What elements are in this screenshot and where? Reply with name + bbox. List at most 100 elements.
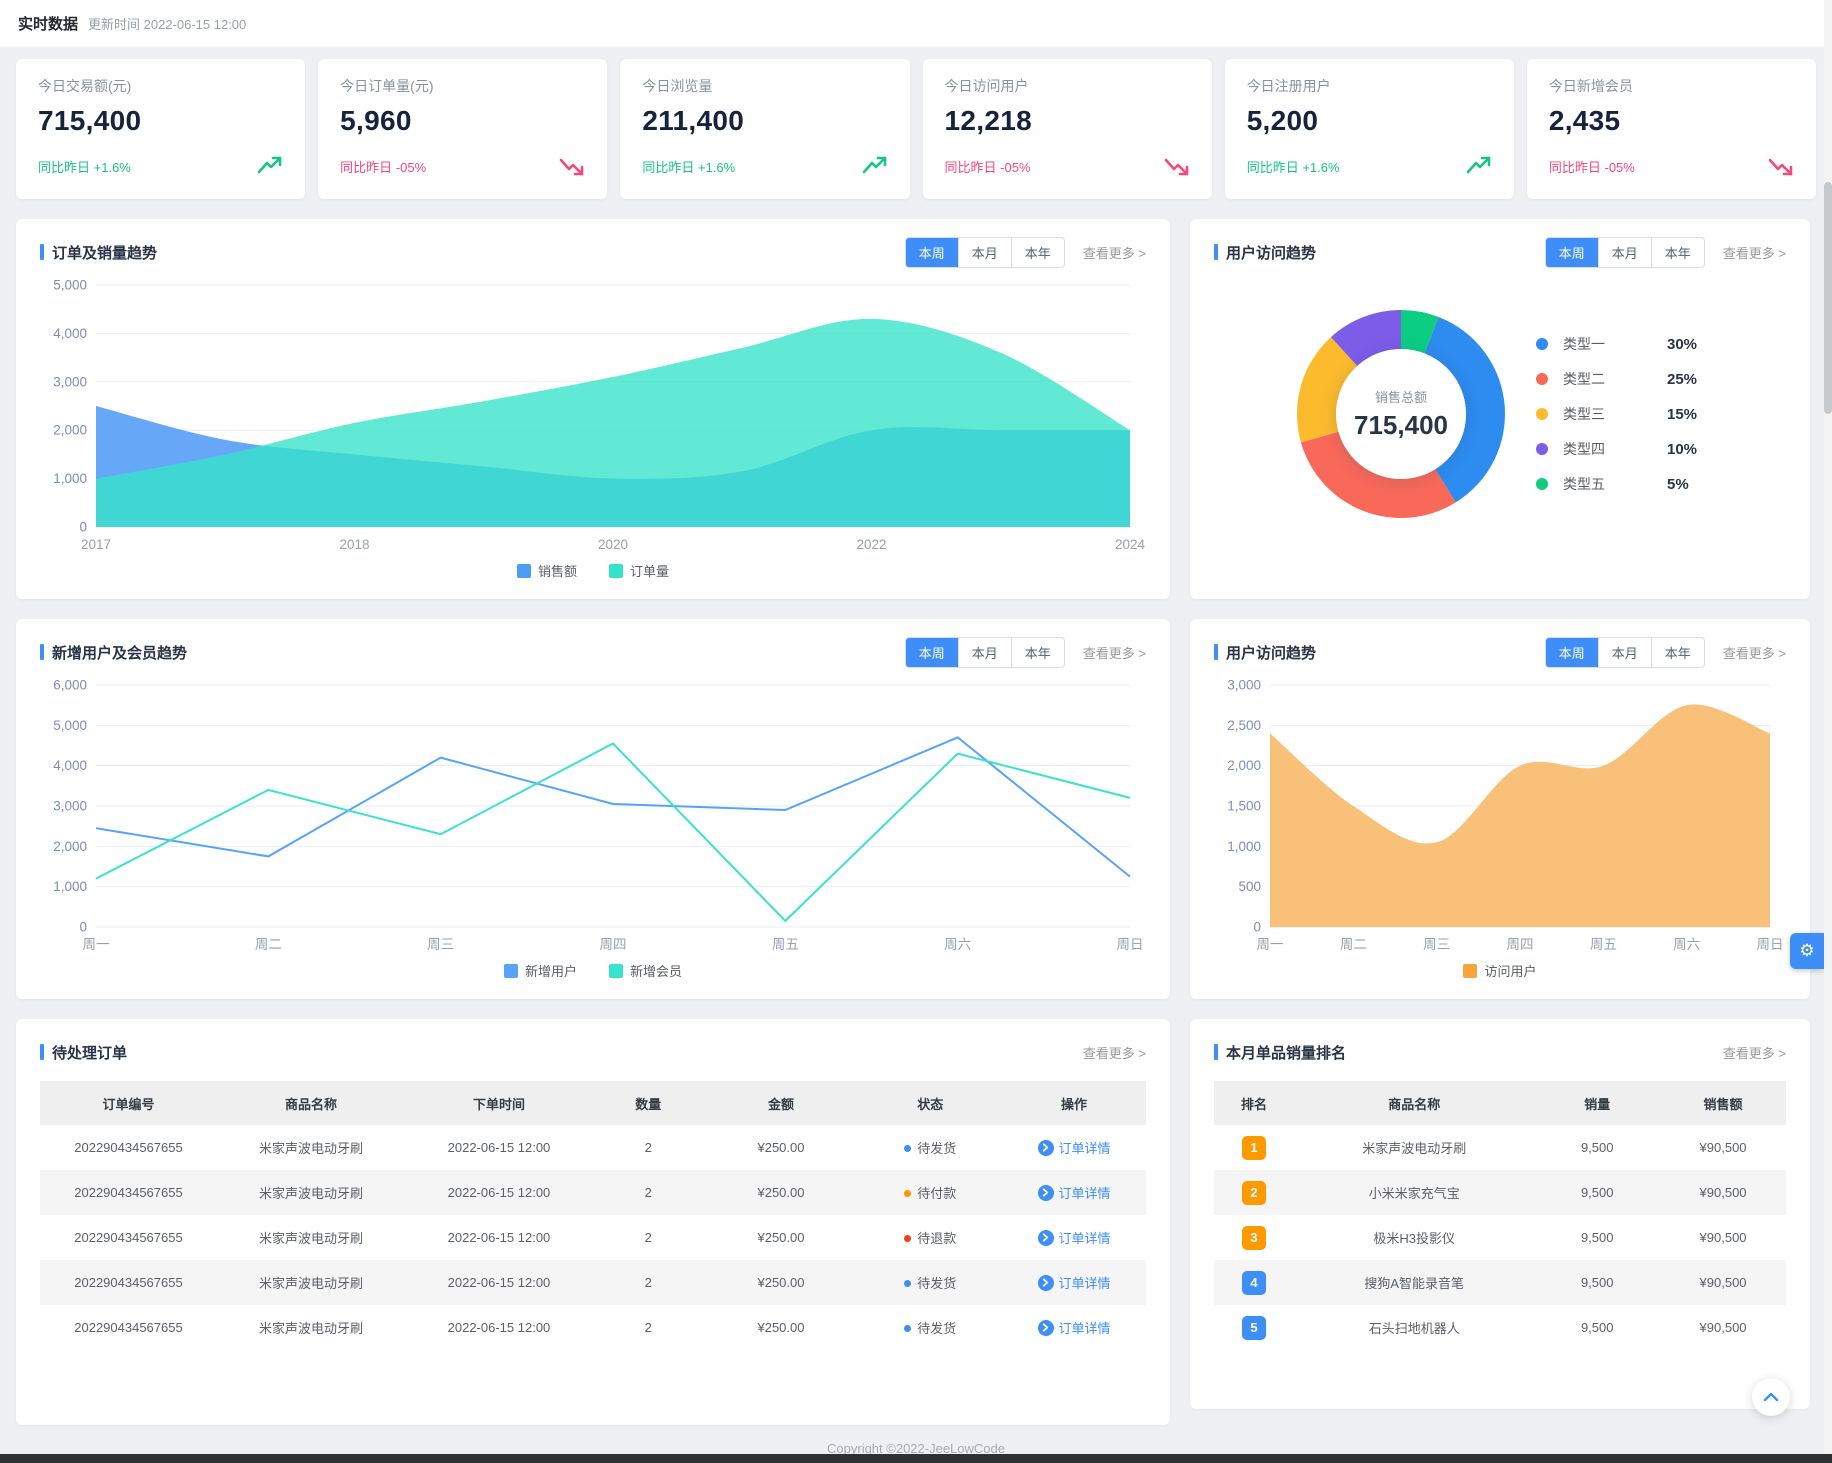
svg-text:周三: 周三	[427, 937, 454, 952]
title-accent-bar	[1214, 244, 1218, 260]
donut-center-disc	[1336, 349, 1466, 479]
svg-text:2,000: 2,000	[53, 423, 87, 438]
tab-month[interactable]: 本月	[957, 237, 1011, 267]
card-title: 订单及销量趋势	[52, 244, 158, 262]
tab-year[interactable]: 本年	[1010, 637, 1064, 667]
legend-swatch	[609, 963, 623, 978]
tab-week[interactable]: 本周	[905, 637, 958, 667]
svg-text:周二: 周二	[255, 937, 282, 952]
status-badge: 待发货	[858, 1138, 1002, 1157]
view-more-link[interactable]: 查看更多 >	[1082, 245, 1146, 261]
stat-value: 715,400	[38, 105, 142, 136]
donut-center-text: 销售总额 715,400	[1266, 387, 1536, 441]
ranking-table: 排名 商品名称 销量 销售额 1 米家声波电动牙刷 9,500 ¥90,500 …	[1214, 1081, 1786, 1350]
settings-gear-button[interactable]: ⚙	[1790, 933, 1824, 969]
pending-orders-table: 订单编号 商品名称 下单时间 数量 金额 状态 操作 2022904345676…	[40, 1081, 1146, 1350]
trend-up-icon	[1466, 156, 1491, 174]
svg-text:5,000: 5,000	[53, 718, 87, 733]
svg-text:6,000: 6,000	[53, 678, 87, 693]
view-more-link[interactable]: 查看更多 >	[1722, 1045, 1786, 1061]
legend-swatch	[609, 563, 623, 578]
table-row: 4 搜狗A智能录音笔 9,500 ¥90,500	[1214, 1260, 1786, 1305]
svg-text:周五: 周五	[772, 937, 799, 952]
back-to-top-button[interactable]	[1752, 1378, 1790, 1416]
stat-trend: 同比昨日 +1.6%	[642, 159, 736, 175]
table-row: 5 石头扫地机器人 9,500 ¥90,500	[1214, 1305, 1786, 1350]
svg-text:4,000: 4,000	[53, 326, 87, 341]
svg-text:2018: 2018	[339, 537, 369, 552]
order-detail-link[interactable]: 订单详情	[1037, 1273, 1111, 1292]
legend-item-type5[interactable]: 类型五 5%	[1536, 474, 1750, 494]
card-title: 待处理订单	[52, 1044, 128, 1062]
update-time: 更新时间 2022-06-15 12:00	[88, 17, 247, 32]
stat-trend: 同比昨日 -05%	[1548, 159, 1635, 175]
svg-text:4,000: 4,000	[53, 758, 87, 773]
view-more-link[interactable]: 查看更多 >	[1722, 245, 1786, 261]
donut-legend: 类型一 30% 类型二 25% 类型三 15% 类型四 10% 类型五 5%	[1536, 319, 1750, 509]
rank-badge: 3	[1242, 1225, 1267, 1250]
status-badge: 待发货	[858, 1273, 1002, 1292]
view-more-link[interactable]: 查看更多 >	[1082, 1045, 1146, 1061]
tab-year[interactable]: 本年	[1650, 237, 1704, 267]
gear-icon: ⚙	[1799, 941, 1815, 960]
legend-item-sales[interactable]: 销售额	[516, 561, 577, 580]
table-header-row: 排名 商品名称 销量 销售额	[1214, 1081, 1786, 1125]
stat-value: 5,960	[340, 105, 412, 136]
tab-month[interactable]: 本月	[957, 637, 1011, 667]
trend-up-icon	[257, 156, 282, 174]
table-row: 2 小米米家充气宝 9,500 ¥90,500	[1214, 1170, 1786, 1215]
charts-row-1: 订单及销量趋势 本周 本月 本年 查看更多 > 0 1,000 2,000 3,000…	[16, 219, 1816, 599]
tab-week[interactable]: 本周	[1545, 237, 1598, 267]
legend-item-type1[interactable]: 类型一 30%	[1536, 334, 1750, 354]
svg-text:周四: 周四	[600, 937, 627, 952]
period-tabs: 本周 本月 本年	[904, 236, 1065, 268]
svg-text:周六: 周六	[944, 937, 971, 952]
stat-trend: 同比昨日 +1.6%	[38, 159, 131, 175]
tab-month[interactable]: 本月	[1597, 637, 1651, 667]
stat-label: 今日注册用户	[1246, 78, 1331, 94]
orders-sales-trend-card: 订单及销量趋势 本周 本月 本年 查看更多 > 0 1,000 2,000 3,000…	[16, 219, 1170, 599]
svg-text:0: 0	[79, 520, 87, 535]
view-more-link[interactable]: 查看更多 >	[1722, 645, 1786, 661]
svg-text:1,500: 1,500	[1227, 799, 1261, 814]
order-detail-link[interactable]: 订单详情	[1037, 1318, 1111, 1337]
svg-text:2017: 2017	[81, 537, 111, 552]
legend-swatch	[516, 563, 531, 578]
order-detail-link[interactable]: 订单详情	[1037, 1228, 1111, 1247]
svg-text:500: 500	[1238, 879, 1261, 894]
trend-down-icon	[560, 158, 584, 176]
svg-text:2,000: 2,000	[1227, 758, 1261, 773]
tab-year[interactable]: 本年	[1010, 237, 1064, 267]
tab-week[interactable]: 本周	[905, 237, 958, 267]
svg-text:3,000: 3,000	[1227, 678, 1261, 693]
legend-item-visit-users[interactable]: 访问用户	[1463, 961, 1537, 980]
legend-item-orders[interactable]: 订单量	[609, 561, 669, 580]
status-dot	[904, 1235, 912, 1242]
stat-card-orders: 今日订单量(元) 5,960 同比昨日 -05%	[318, 59, 608, 199]
donut-center-value: 715,400	[1354, 410, 1448, 440]
legend-item-type4[interactable]: 类型四 10%	[1536, 439, 1750, 459]
title-accent-bar	[40, 1044, 44, 1060]
legend-item-type2[interactable]: 类型二 25%	[1536, 369, 1750, 389]
scrollbar-thumb[interactable]	[1824, 182, 1832, 414]
legend-item-new-members[interactable]: 新增会员	[609, 961, 682, 980]
tab-year[interactable]: 本年	[1650, 637, 1704, 667]
status-badge: 待付款	[858, 1183, 1002, 1202]
table-header-row: 订单编号 商品名称 下单时间 数量 金额 状态 操作	[40, 1081, 1146, 1125]
bottom-edge-bar	[0, 1454, 1832, 1463]
orders-sales-area-chart: 0 1,000 2,000 3,000 4,000 5,000 2017 2018 2020 20…	[53, 278, 1145, 553]
legend-item-new-users[interactable]: 新增用户	[503, 961, 577, 980]
stat-card-pageviews: 今日浏览量 211,400 同比昨日 +1.6%	[620, 59, 910, 199]
svg-text:2020: 2020	[598, 537, 628, 552]
legend-dot	[1536, 478, 1548, 490]
title-accent-bar	[1214, 1044, 1218, 1060]
view-more-link[interactable]: 查看更多 >	[1082, 645, 1146, 661]
tab-month[interactable]: 本月	[1597, 237, 1651, 267]
order-detail-link[interactable]: 订单详情	[1037, 1138, 1111, 1157]
scrollbar-track[interactable]	[1824, 0, 1832, 1463]
order-detail-link[interactable]: 订单详情	[1037, 1183, 1111, 1202]
stat-card-registered: 今日注册用户 5,200 同比昨日 +1.6%	[1224, 59, 1514, 199]
legend-item-type3[interactable]: 类型三 15%	[1536, 404, 1750, 424]
status-dot	[904, 1145, 912, 1152]
tab-week[interactable]: 本周	[1545, 637, 1598, 667]
